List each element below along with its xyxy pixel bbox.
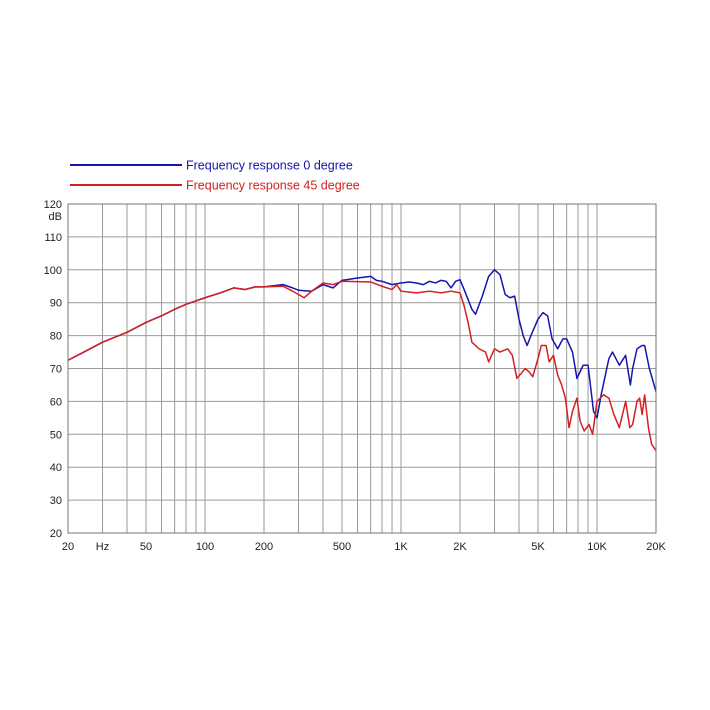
y-tick-label: 60 bbox=[50, 396, 62, 408]
x-tick-label: 100 bbox=[196, 541, 214, 553]
legend-label-1: Frequency response 45 degree bbox=[186, 179, 360, 193]
x-tick-label: 500 bbox=[333, 541, 351, 553]
x-tick-label: 2K bbox=[453, 541, 467, 553]
x-tick-label: 10K bbox=[587, 541, 607, 553]
y-tick-label: 100 bbox=[44, 265, 62, 277]
plot-frame bbox=[67, 203, 657, 534]
series-line-0 bbox=[67, 269, 657, 419]
x-tick-label: 5K bbox=[531, 541, 545, 553]
x-tick-label: 200 bbox=[255, 541, 273, 553]
y-tick-label: 20 bbox=[50, 528, 62, 540]
x-tick-label: Hz bbox=[96, 541, 109, 553]
series-layer bbox=[67, 269, 657, 452]
x-tick-label: 1K bbox=[394, 541, 408, 553]
y-tick-label: 120 bbox=[44, 199, 62, 211]
y-tick-label: 70 bbox=[50, 364, 62, 376]
series-line-1 bbox=[67, 280, 657, 452]
y-unit-label: dB bbox=[49, 211, 62, 223]
x-tick-label: 20K bbox=[646, 541, 666, 553]
y-tick-label: 40 bbox=[50, 462, 62, 474]
y-tick-label: 90 bbox=[50, 298, 62, 310]
legend: Frequency response 0 degree Frequency res… bbox=[70, 159, 360, 193]
legend-label-0: Frequency response 0 degree bbox=[186, 159, 353, 173]
x-tick-label: 50 bbox=[140, 541, 152, 553]
y-tick-label: 30 bbox=[50, 495, 62, 507]
x-tick-label: 20 bbox=[62, 541, 74, 553]
grid bbox=[67, 203, 657, 534]
y-tick-label: 50 bbox=[50, 429, 62, 441]
y-tick-label: 80 bbox=[50, 331, 62, 343]
y-tick-label: 110 bbox=[44, 232, 62, 244]
